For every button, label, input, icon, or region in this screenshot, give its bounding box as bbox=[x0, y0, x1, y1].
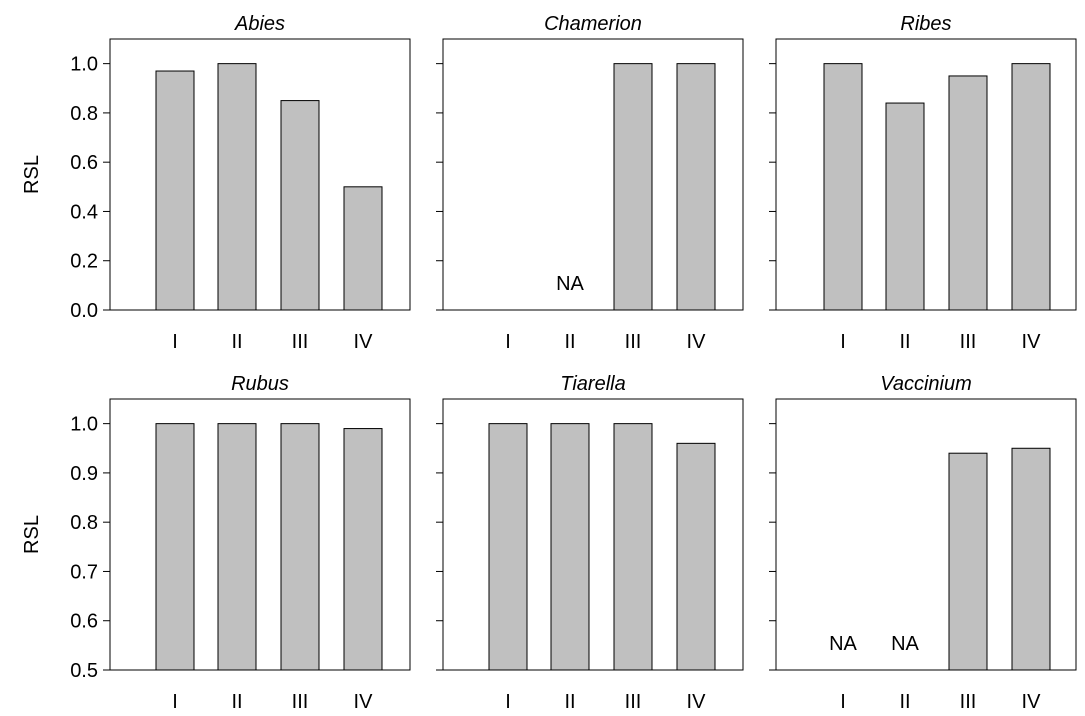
panel-4-ylabel: RSL bbox=[21, 515, 43, 554]
panel-3-frame bbox=[775, 38, 1077, 311]
panel-2-xtick-label-I: I bbox=[505, 331, 511, 353]
panel-2-xtick-label-IV: IV bbox=[687, 331, 707, 353]
panel-3-bar-II bbox=[885, 102, 925, 311]
panel-4-ytick-label-4: 0.9 bbox=[70, 463, 98, 485]
panel-1-title: Abies bbox=[234, 13, 285, 35]
panel-1-xtick-label-I: I bbox=[172, 331, 178, 353]
panel-4-xtick-label-IV: IV bbox=[354, 691, 374, 713]
panel-2-title: Chamerion bbox=[544, 13, 642, 35]
panel-4-xtick-label-I: I bbox=[172, 691, 178, 713]
panel-2-na-label-II: NA bbox=[556, 273, 584, 295]
panel-5-xtick-label-IV: IV bbox=[687, 691, 707, 713]
panel-3-xtick-label-III: III bbox=[960, 331, 977, 353]
panel-1-ytick-label-1: 0.2 bbox=[70, 251, 98, 273]
panel-4-xtick-label-III: III bbox=[292, 691, 309, 713]
panel-6-na-label-II: NA bbox=[891, 633, 919, 655]
panel-4-bar-II bbox=[217, 423, 257, 671]
panel-5-frame bbox=[442, 398, 744, 671]
panel-4-title: Rubus bbox=[231, 373, 289, 395]
panel-2-bar-IV bbox=[676, 63, 716, 311]
panel-5-bar-I bbox=[488, 423, 528, 671]
panel-4-bar-I bbox=[155, 423, 195, 671]
panel-6-xtick-label-IV: IV bbox=[1022, 691, 1042, 713]
panel-3-xtick-label-II: II bbox=[899, 331, 910, 353]
panel-1-xtick-label-II: II bbox=[231, 331, 242, 353]
panel-1-bar-II bbox=[217, 63, 257, 311]
panel-4-bar-III bbox=[280, 423, 320, 671]
panel-5-bar-II bbox=[550, 423, 590, 671]
panel-1-ytick-label-3: 0.6 bbox=[70, 152, 98, 174]
panel-4-ytick-label-5: 1.0 bbox=[70, 414, 98, 436]
panel-6-xtick-label-I: I bbox=[840, 691, 846, 713]
panel-3-bar-I bbox=[823, 63, 863, 311]
panel-2-frame bbox=[442, 38, 744, 311]
panel-1-xtick-label-IV: IV bbox=[354, 331, 374, 353]
panel-2-bar-III bbox=[613, 63, 653, 311]
panel-1-ytick-label-4: 0.8 bbox=[70, 103, 98, 125]
panel-4-ytick-label-0: 0.5 bbox=[70, 660, 98, 682]
panel-1-frame bbox=[109, 38, 411, 311]
panel-1-ytick-label-0: 0.0 bbox=[70, 300, 98, 322]
panel-1-ytick-label-2: 0.4 bbox=[70, 201, 98, 223]
panel-4-ytick-label-1: 0.6 bbox=[70, 611, 98, 633]
panel-1-bar-III bbox=[280, 100, 320, 311]
panel-6-bar-III bbox=[948, 452, 988, 671]
panel-5-xtick-label-II: II bbox=[564, 691, 575, 713]
panel-5-bar-III bbox=[613, 423, 653, 671]
panel-6-na-label-I: NA bbox=[829, 633, 857, 655]
panel-4-xtick-label-II: II bbox=[231, 691, 242, 713]
panel-4-bar-IV bbox=[343, 428, 383, 671]
panel-1-xtick-label-III: III bbox=[292, 331, 309, 353]
panel-3-bar-III bbox=[948, 75, 988, 311]
panel-1-ytick-label-5: 1.0 bbox=[70, 54, 98, 76]
panel-3-xtick-label-IV: IV bbox=[1022, 331, 1042, 353]
panel-6-title: Vaccinium bbox=[880, 373, 972, 395]
panel-3-xtick-label-I: I bbox=[840, 331, 846, 353]
panel-6-xtick-label-II: II bbox=[899, 691, 910, 713]
panel-1-bar-I bbox=[155, 70, 195, 311]
panel-3-bar-IV bbox=[1011, 63, 1051, 311]
panel-4-frame bbox=[109, 398, 411, 671]
panel-6-bar-IV bbox=[1011, 447, 1051, 671]
panel-2-xtick-label-II: II bbox=[564, 331, 575, 353]
panel-1-ylabel: RSL bbox=[21, 155, 43, 194]
panel-4-ytick-label-2: 0.7 bbox=[70, 561, 98, 583]
panel-5-title: Tiarella bbox=[560, 373, 625, 395]
panel-4-ytick-label-3: 0.8 bbox=[70, 512, 98, 534]
panel-1-bar-IV bbox=[343, 186, 383, 311]
panel-3-title: Ribes bbox=[900, 13, 951, 35]
panel-2-xtick-label-III: III bbox=[625, 331, 642, 353]
panel-5-bar-IV bbox=[676, 442, 716, 671]
panel-5-xtick-label-I: I bbox=[505, 691, 511, 713]
panel-6-xtick-label-III: III bbox=[960, 691, 977, 713]
panel-6-frame bbox=[775, 398, 1077, 671]
panel-5-xtick-label-III: III bbox=[625, 691, 642, 713]
